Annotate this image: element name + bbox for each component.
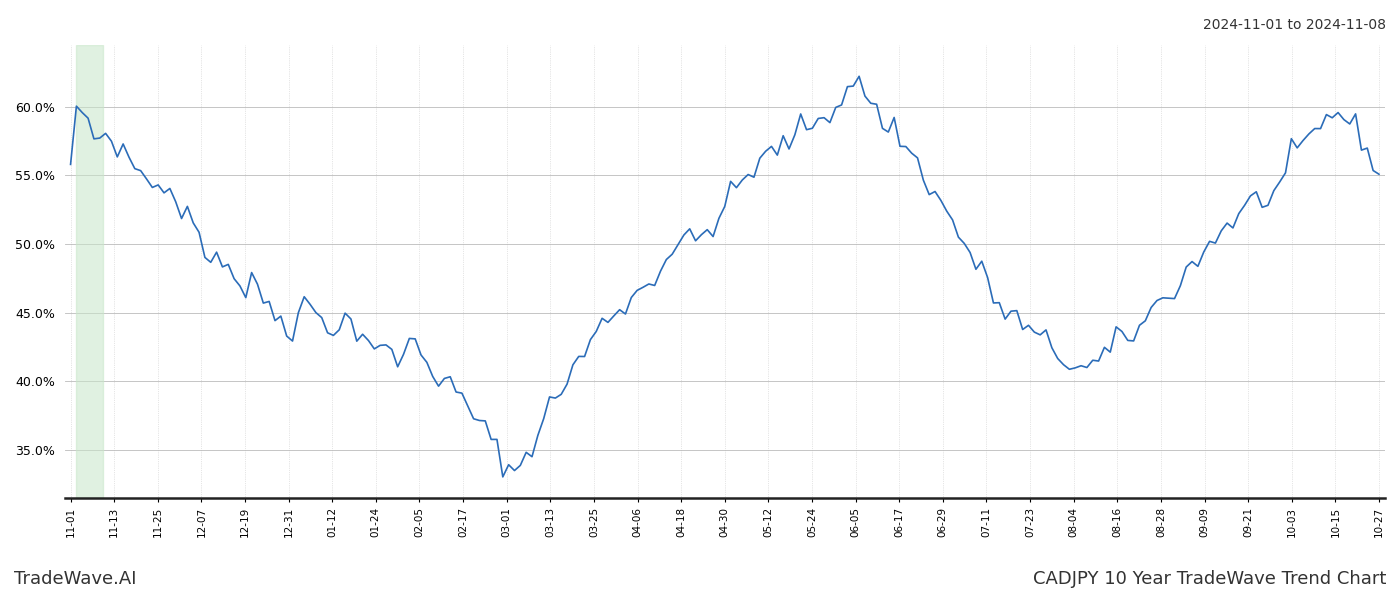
Text: TradeWave.AI: TradeWave.AI [14, 570, 137, 588]
Bar [77, 45, 102, 498]
Text: CADJPY 10 Year TradeWave Trend Chart: CADJPY 10 Year TradeWave Trend Chart [1033, 570, 1386, 588]
Text: 2024-11-01 to 2024-11-08: 2024-11-01 to 2024-11-08 [1203, 18, 1386, 32]
